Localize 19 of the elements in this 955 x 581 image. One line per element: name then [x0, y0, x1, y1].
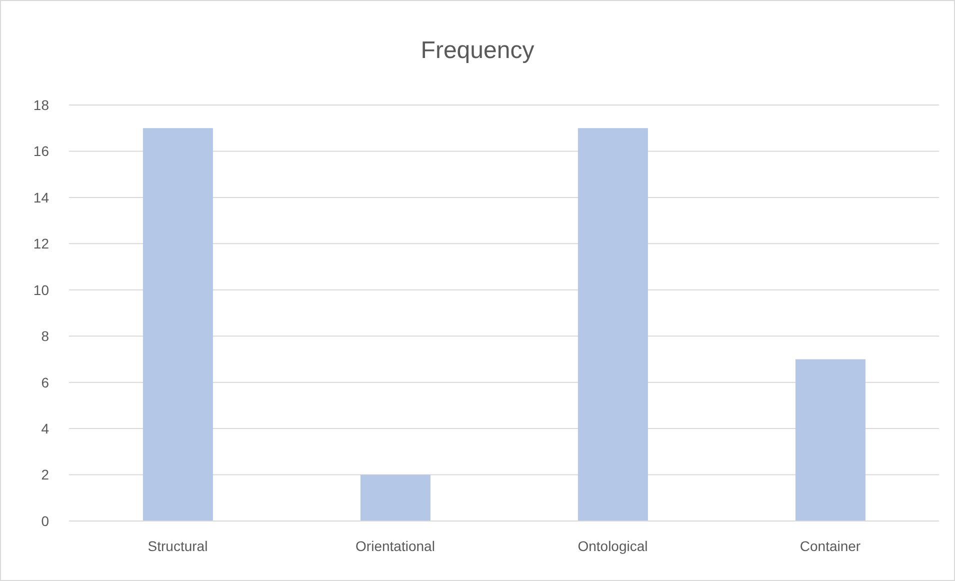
- y-tick-label: 10: [33, 282, 50, 298]
- y-tick-label: 2: [41, 466, 50, 483]
- y-tick-label: 6: [41, 374, 50, 390]
- y-tick-label: 8: [41, 328, 50, 344]
- bar: [795, 359, 866, 521]
- chart-title: Frequency: [420, 37, 536, 65]
- y-tick-label: 0: [41, 512, 50, 529]
- y-tick-label: 12: [33, 236, 50, 252]
- y-tick-label: 16: [33, 143, 50, 160]
- bar: [360, 474, 430, 521]
- y-tick-label: 14: [33, 189, 50, 206]
- x-tick-label: Orientational: [356, 538, 435, 554]
- y-tick-label: 18: [33, 96, 50, 113]
- y-tick-label: 4: [41, 420, 50, 437]
- x-tick-label: Ontological: [578, 538, 648, 554]
- x-tick-label: Container: [800, 538, 861, 554]
- bar: [578, 128, 648, 521]
- bar: [142, 128, 213, 521]
- x-tick-label: Structural: [148, 538, 208, 554]
